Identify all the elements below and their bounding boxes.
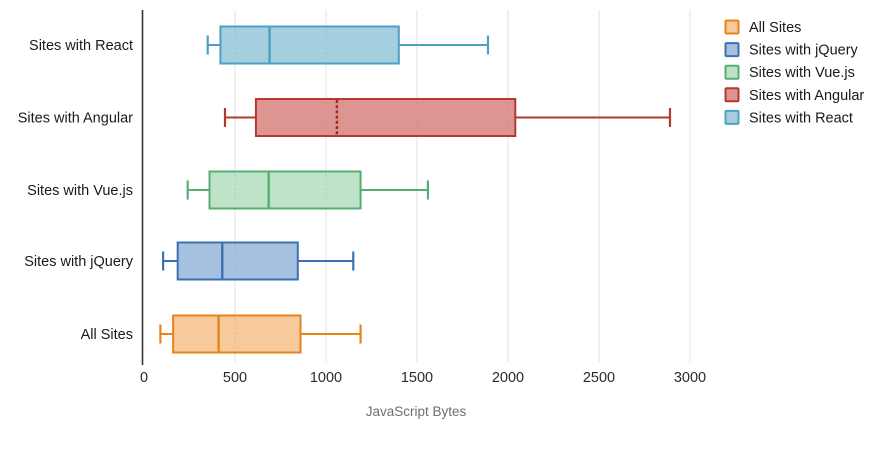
- x-tick-label: 1500: [401, 370, 433, 386]
- legend-label: Sites with jQuery: [749, 43, 859, 59]
- legend-item: Sites with React: [724, 109, 853, 126]
- boxplot-row: [223, 98, 672, 137]
- boxplot-row: [206, 25, 490, 65]
- legend-swatch: [724, 42, 740, 58]
- legend-label: Sites with Vue.js: [749, 65, 855, 81]
- legend-swatch: [724, 109, 740, 125]
- legend-item: Sites with Vue.js: [724, 64, 855, 81]
- legend-label: All Sites: [749, 20, 801, 36]
- boxplot-row: [162, 241, 355, 281]
- legend-label: Sites with React: [749, 110, 853, 126]
- category-label: Sites with Vue.js: [27, 183, 133, 199]
- iqr-box: [208, 170, 362, 210]
- x-axis-title: JavaScript Bytes: [366, 404, 467, 419]
- iqr-box: [172, 314, 302, 354]
- category-label: Sites with React: [29, 38, 133, 54]
- x-tick-label: 2500: [583, 370, 615, 386]
- legend-item: Sites with jQuery: [724, 42, 859, 59]
- labels-layer: Sites with React Sites with Angular Sites …: [18, 38, 706, 386]
- iqr-box: [254, 98, 517, 137]
- iqr-box: [176, 241, 299, 281]
- category-label: All Sites: [81, 327, 133, 343]
- boxplot-row: [159, 314, 362, 354]
- legend-swatch: [724, 87, 740, 103]
- legend-item: Sites with Angular: [724, 87, 864, 104]
- legend-swatch: [724, 19, 740, 35]
- legend: All Sites Sites with jQuery Sites with Vue…: [724, 19, 864, 126]
- boxes-layer: [159, 25, 672, 354]
- x-tick-label: 500: [223, 370, 247, 386]
- x-tick-label: 2000: [492, 370, 524, 386]
- iqr-box: [219, 25, 400, 65]
- category-label: Sites with Angular: [18, 111, 133, 127]
- legend-swatch: [724, 64, 740, 80]
- boxplot-row: [186, 170, 430, 210]
- x-tick-label: 3000: [674, 370, 706, 386]
- x-tick-label: 1000: [310, 370, 342, 386]
- legend-label: Sites with Angular: [749, 88, 864, 104]
- category-label: Sites with jQuery: [24, 254, 134, 270]
- gridlines-layer: [234, 10, 691, 362]
- x-tick-label: 0: [140, 370, 148, 386]
- legend-item: All Sites: [724, 19, 801, 36]
